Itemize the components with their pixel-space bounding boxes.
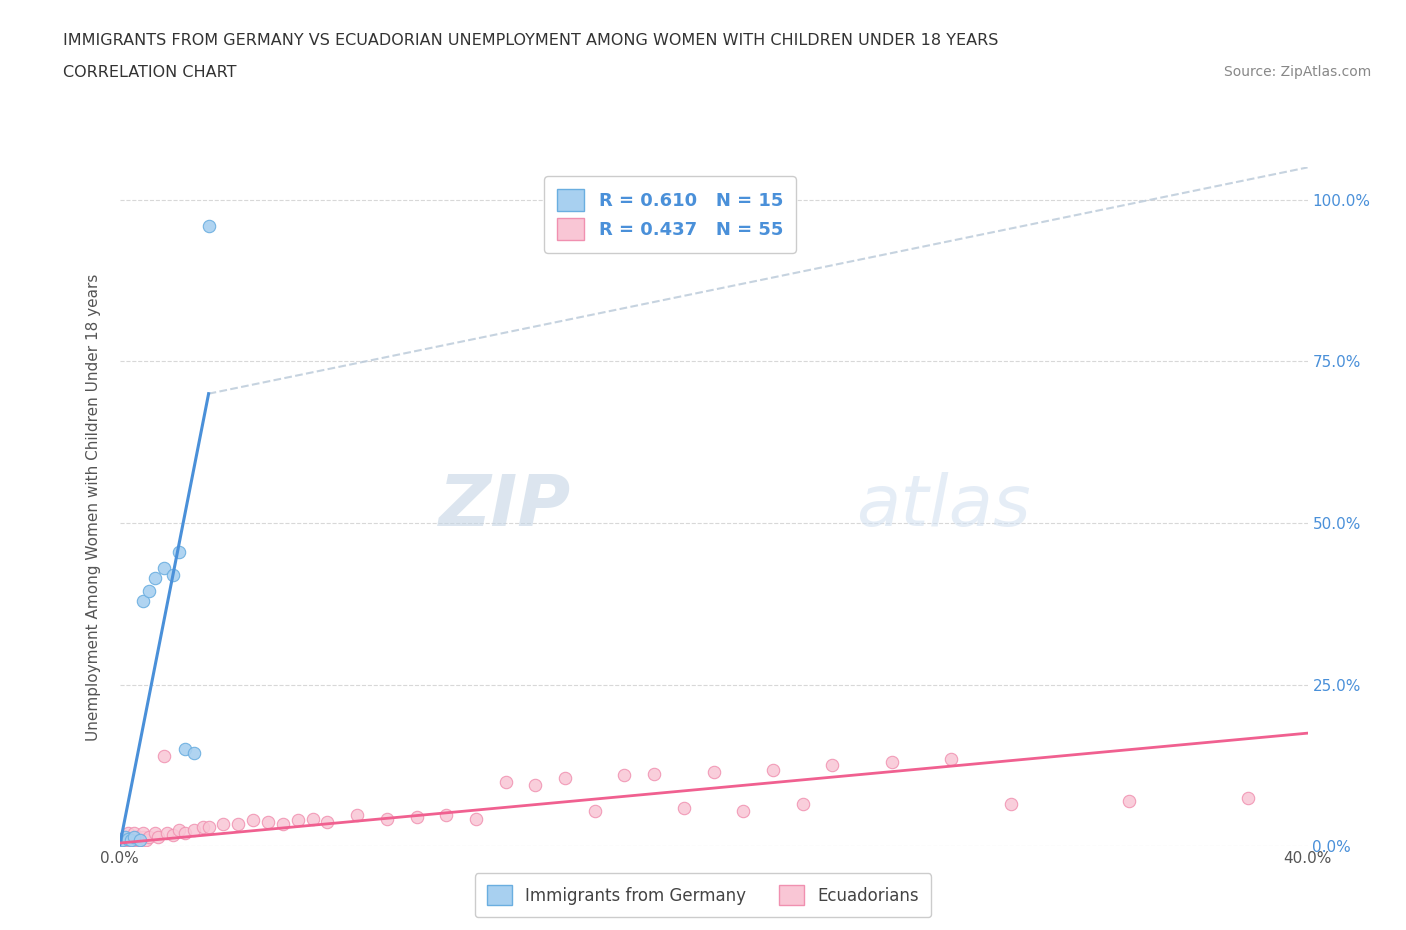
Point xyxy=(135,832,157,847)
Point xyxy=(162,827,184,842)
Point xyxy=(138,830,160,844)
Point xyxy=(821,758,844,773)
Point xyxy=(1237,790,1260,805)
Point xyxy=(117,832,139,847)
Point xyxy=(733,804,755,818)
Point xyxy=(1000,797,1022,812)
Point xyxy=(114,830,136,844)
Point xyxy=(613,768,636,783)
Point xyxy=(173,826,195,841)
Point xyxy=(111,832,134,847)
Point xyxy=(792,797,814,812)
Point xyxy=(643,766,665,781)
Point xyxy=(156,826,179,841)
Point xyxy=(132,826,155,841)
Point xyxy=(287,813,309,828)
Point xyxy=(1118,793,1140,808)
Text: CORRELATION CHART: CORRELATION CHART xyxy=(63,65,236,80)
Point xyxy=(114,832,136,847)
Point xyxy=(375,812,398,827)
Point xyxy=(524,777,547,792)
Text: Source: ZipAtlas.com: Source: ZipAtlas.com xyxy=(1223,65,1371,79)
Point xyxy=(162,567,184,582)
Point xyxy=(117,831,139,846)
Point xyxy=(228,817,250,831)
Point xyxy=(939,751,962,766)
Point xyxy=(197,819,219,834)
Point xyxy=(167,823,190,838)
Point xyxy=(212,817,235,831)
Point xyxy=(257,815,280,830)
Text: ZIP: ZIP xyxy=(439,472,571,541)
Point xyxy=(242,813,264,828)
Point xyxy=(464,812,486,827)
Y-axis label: Unemployment Among Women with Children Under 18 years: Unemployment Among Women with Children U… xyxy=(86,273,101,740)
Point xyxy=(129,832,152,847)
Point xyxy=(434,808,457,823)
Point xyxy=(495,774,517,789)
Point xyxy=(117,826,139,841)
Point xyxy=(143,826,166,841)
Point xyxy=(153,561,176,576)
Point xyxy=(197,219,219,233)
Point xyxy=(153,749,176,764)
Point xyxy=(346,808,368,823)
Point xyxy=(880,755,903,770)
Point xyxy=(127,830,149,844)
Point xyxy=(120,832,142,847)
Point xyxy=(129,832,152,847)
Point xyxy=(138,583,160,598)
Legend: R = 0.610   N = 15, R = 0.437   N = 55: R = 0.610 N = 15, R = 0.437 N = 55 xyxy=(544,177,796,253)
Point xyxy=(672,800,695,815)
Point xyxy=(146,830,169,844)
Point xyxy=(132,593,155,608)
Point xyxy=(114,830,136,844)
Point xyxy=(405,810,427,825)
Point xyxy=(183,745,205,760)
Point xyxy=(124,826,146,841)
Point xyxy=(583,804,606,818)
Point xyxy=(124,830,146,844)
Point xyxy=(316,815,339,830)
Legend: Immigrants from Germany, Ecuadorians: Immigrants from Germany, Ecuadorians xyxy=(475,873,931,917)
Text: IMMIGRANTS FROM GERMANY VS ECUADORIAN UNEMPLOYMENT AMONG WOMEN WITH CHILDREN UND: IMMIGRANTS FROM GERMANY VS ECUADORIAN UN… xyxy=(63,33,998,47)
Point xyxy=(301,812,323,827)
Point xyxy=(702,764,725,779)
Point xyxy=(183,823,205,838)
Point xyxy=(762,763,785,777)
Point xyxy=(271,817,294,831)
Point xyxy=(554,771,576,786)
Point xyxy=(143,570,166,585)
Text: atlas: atlas xyxy=(856,472,1031,541)
Point xyxy=(120,832,142,847)
Point xyxy=(173,742,195,757)
Point xyxy=(111,832,134,847)
Point xyxy=(191,819,214,834)
Point xyxy=(167,545,190,560)
Point xyxy=(124,832,146,847)
Point xyxy=(132,830,155,844)
Point xyxy=(127,832,149,847)
